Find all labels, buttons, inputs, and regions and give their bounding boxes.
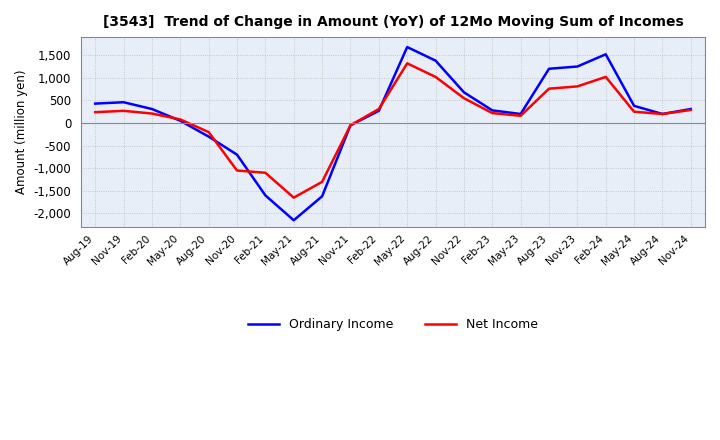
Net Income (573, 84, 582, 89)
Ordinary Income (545, 66, 554, 71)
Ordinary Income (318, 194, 326, 199)
Ordinary Income (204, 134, 213, 139)
Net Income (686, 107, 695, 113)
Net Income (289, 195, 298, 200)
Net Income (204, 129, 213, 135)
Ordinary Income (573, 64, 582, 69)
Title: [3543]  Trend of Change in Amount (YoY) of 12Mo Moving Sum of Incomes: [3543] Trend of Change in Amount (YoY) o… (103, 15, 683, 29)
Line: Ordinary Income: Ordinary Income (95, 47, 690, 220)
Ordinary Income (233, 152, 241, 158)
Ordinary Income (459, 90, 468, 95)
Ordinary Income (176, 118, 184, 123)
Legend: Ordinary Income, Net Income: Ordinary Income, Net Income (243, 313, 543, 336)
Ordinary Income (488, 108, 497, 113)
Line: Net Income: Net Income (95, 63, 690, 198)
Ordinary Income (261, 193, 270, 198)
Ordinary Income (516, 111, 525, 117)
Net Income (346, 123, 355, 128)
Net Income (318, 179, 326, 184)
Net Income (601, 74, 610, 80)
Net Income (233, 168, 241, 173)
Net Income (488, 110, 497, 116)
Net Income (91, 110, 99, 115)
Ordinary Income (148, 106, 156, 112)
Ordinary Income (91, 101, 99, 106)
Net Income (374, 106, 383, 112)
Ordinary Income (403, 44, 412, 50)
Ordinary Income (630, 103, 639, 109)
Net Income (431, 74, 440, 80)
Net Income (403, 61, 412, 66)
Net Income (630, 109, 639, 114)
Net Income (176, 117, 184, 122)
Net Income (120, 108, 128, 114)
Net Income (459, 95, 468, 101)
Net Income (658, 111, 667, 117)
Y-axis label: Amount (million yen): Amount (million yen) (15, 70, 28, 194)
Net Income (516, 113, 525, 118)
Ordinary Income (658, 111, 667, 117)
Ordinary Income (431, 58, 440, 63)
Ordinary Income (374, 108, 383, 114)
Ordinary Income (601, 51, 610, 57)
Ordinary Income (686, 106, 695, 112)
Ordinary Income (120, 99, 128, 105)
Net Income (261, 170, 270, 176)
Net Income (545, 86, 554, 92)
Ordinary Income (289, 218, 298, 223)
Ordinary Income (346, 123, 355, 128)
Net Income (148, 111, 156, 116)
